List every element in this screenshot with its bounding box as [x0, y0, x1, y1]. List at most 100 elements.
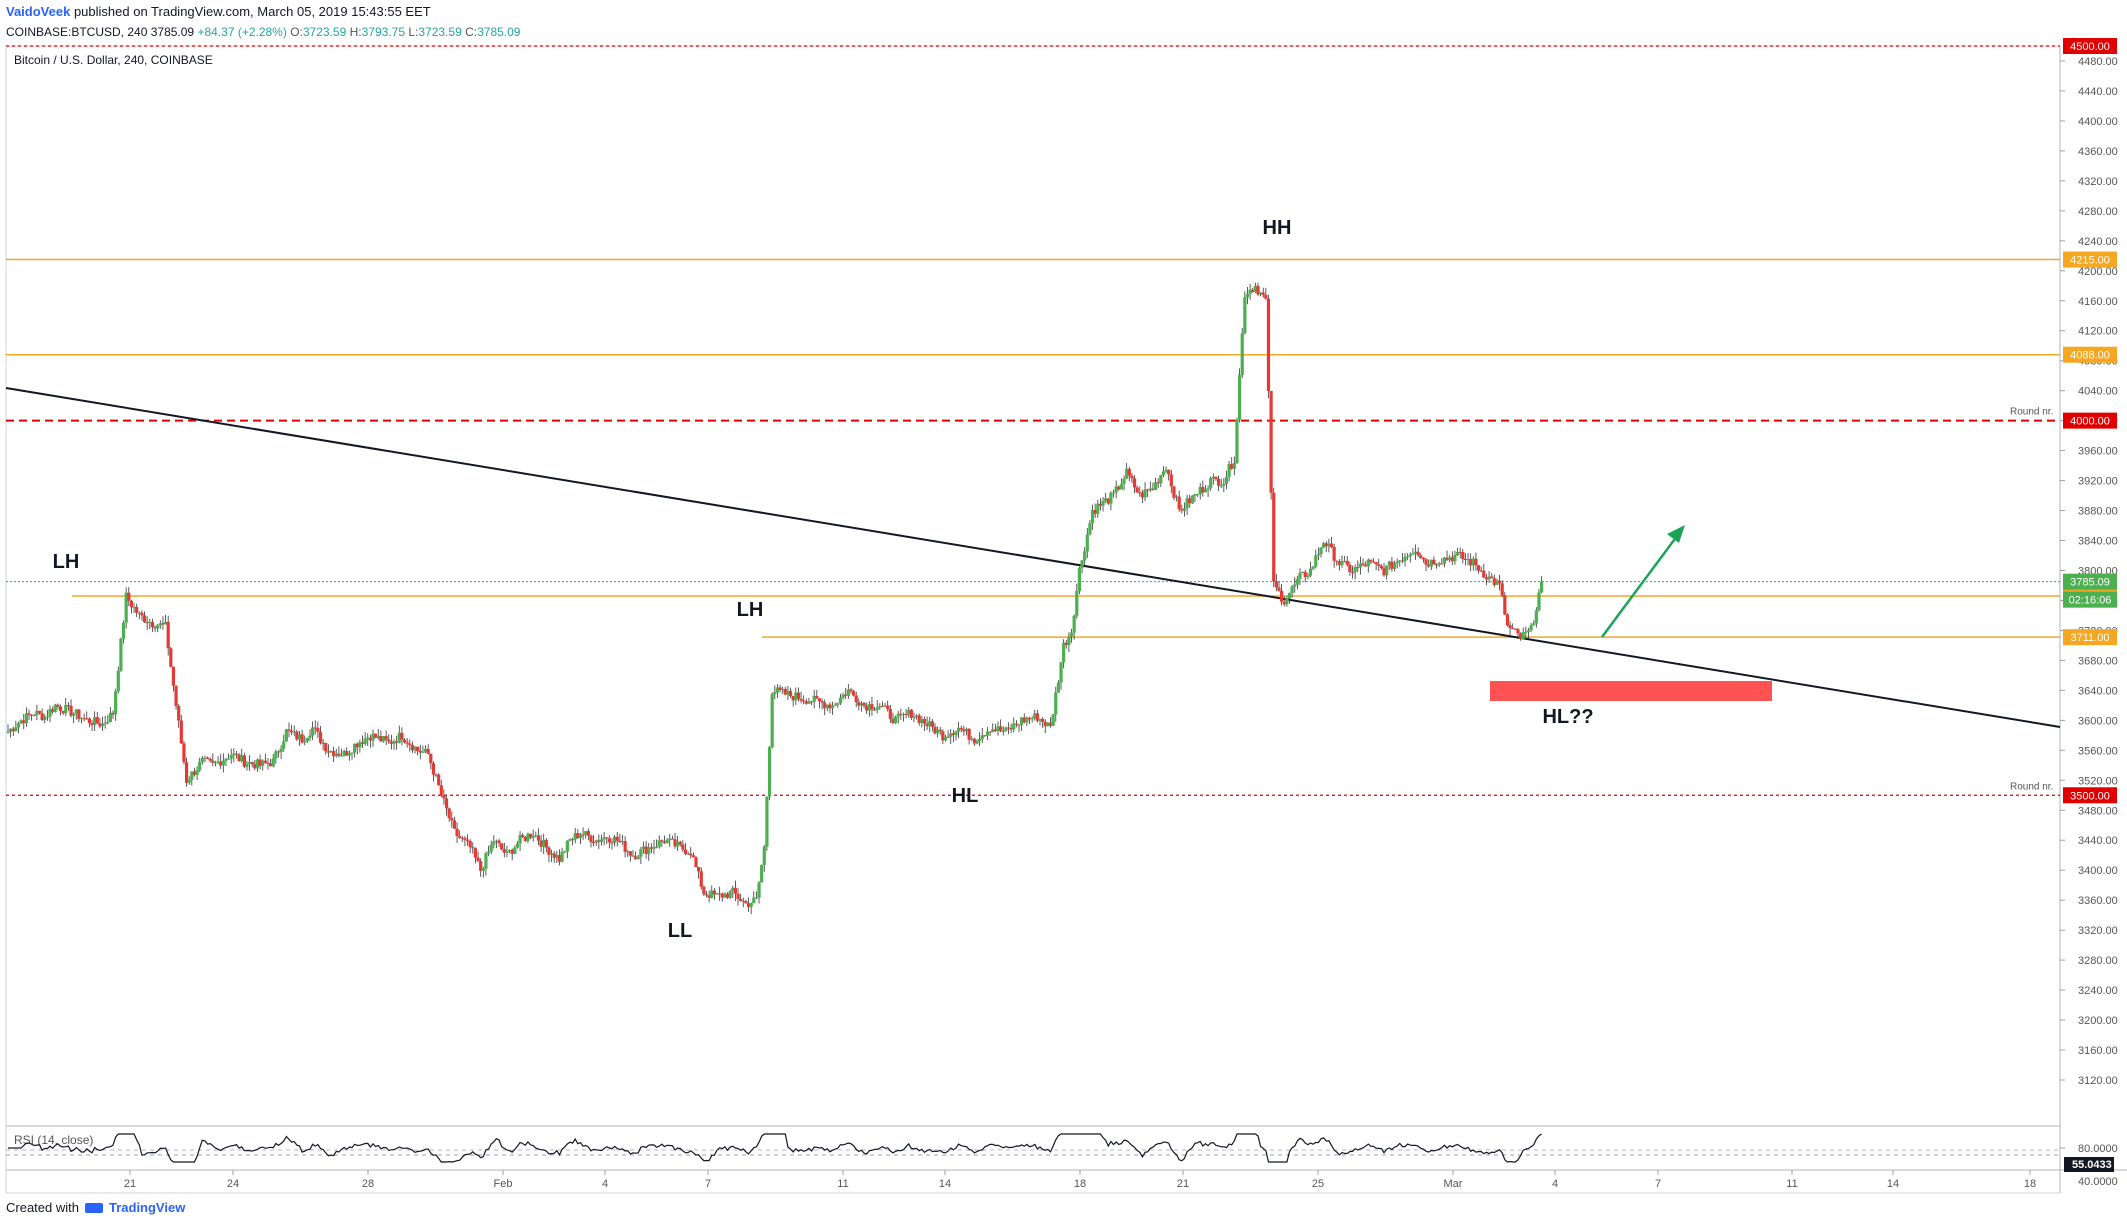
candle-body[interactable] — [1416, 551, 1420, 556]
candle-body[interactable] — [77, 709, 81, 720]
candle-body[interactable] — [261, 760, 265, 766]
candle-body[interactable] — [72, 713, 76, 716]
candle-body[interactable] — [623, 841, 627, 852]
candle-body[interactable] — [224, 758, 228, 761]
candle-body[interactable] — [374, 733, 378, 738]
candle-body[interactable] — [647, 847, 651, 854]
candle-body[interactable] — [1343, 560, 1347, 562]
candle-body[interactable] — [846, 689, 850, 696]
candle-body[interactable] — [358, 742, 362, 748]
candle-body[interactable] — [1093, 510, 1097, 514]
candle-body[interactable] — [316, 728, 320, 732]
candle-body[interactable] — [1193, 494, 1197, 496]
descending-trendline[interactable] — [5, 387, 2061, 728]
candle-body[interactable] — [1224, 477, 1229, 484]
candle-body[interactable] — [371, 733, 375, 741]
candle-body[interactable] — [1209, 477, 1213, 489]
candle-body[interactable] — [936, 729, 940, 734]
candle-body[interactable] — [1119, 484, 1124, 490]
candle-body[interactable] — [1487, 576, 1491, 580]
candle-body[interactable] — [1117, 486, 1121, 490]
candle-body[interactable] — [497, 840, 501, 844]
candle-body[interactable] — [962, 729, 966, 732]
candle-body[interactable] — [820, 701, 824, 703]
candle-body[interactable] — [888, 708, 892, 719]
candle-body[interactable] — [584, 831, 588, 835]
candle-body[interactable] — [1132, 478, 1137, 488]
candle-body[interactable] — [607, 838, 611, 843]
candle-body[interactable] — [489, 844, 493, 852]
candle-body[interactable] — [1266, 298, 1271, 391]
candle-body[interactable] — [670, 838, 674, 840]
candle-body[interactable] — [82, 718, 86, 720]
candle-body[interactable] — [668, 838, 672, 841]
candle-body[interactable] — [773, 692, 777, 695]
candle-body[interactable] — [1006, 727, 1011, 729]
candle-body[interactable] — [872, 709, 877, 711]
candle-body[interactable] — [1445, 557, 1449, 560]
candle-body[interactable] — [190, 771, 194, 780]
candle-body[interactable] — [1455, 551, 1460, 556]
candle-body[interactable] — [444, 798, 449, 809]
candle-body[interactable] — [665, 840, 669, 844]
candle-body[interactable] — [946, 736, 950, 738]
candle-body[interactable] — [219, 761, 223, 766]
candle-body[interactable] — [40, 713, 44, 721]
candle-body[interactable] — [1111, 492, 1116, 494]
candle-body[interactable] — [712, 890, 716, 895]
candle-body[interactable] — [232, 753, 236, 756]
candle-body[interactable] — [1453, 555, 1457, 562]
candle-body[interactable] — [1287, 592, 1292, 599]
candle-body[interactable] — [1277, 587, 1281, 591]
candle-body[interactable] — [326, 751, 330, 753]
candle-body[interactable] — [1495, 580, 1499, 585]
candle-body[interactable] — [1064, 642, 1068, 645]
candle-body[interactable] — [452, 820, 457, 829]
candle-body[interactable] — [1253, 285, 1257, 292]
candle-body[interactable] — [295, 731, 299, 740]
candle-body[interactable] — [339, 755, 344, 757]
candle-body[interactable] — [287, 729, 291, 731]
candle-body[interactable] — [347, 753, 351, 756]
candle-body[interactable] — [851, 691, 856, 696]
candle-body[interactable] — [875, 707, 879, 710]
candle-body[interactable] — [1109, 492, 1113, 504]
candle-body[interactable] — [297, 734, 302, 740]
candle-body[interactable] — [697, 867, 701, 872]
candle-body[interactable] — [909, 709, 913, 718]
candle-body[interactable] — [786, 690, 790, 695]
candle-body[interactable] — [324, 742, 328, 752]
candle-body[interactable] — [1227, 464, 1231, 478]
candle-body[interactable] — [941, 731, 945, 741]
candle-body[interactable] — [1324, 543, 1328, 547]
candle-body[interactable] — [158, 623, 162, 626]
candle-body[interactable] — [392, 741, 396, 744]
candle-body[interactable] — [318, 731, 323, 743]
candle-body[interactable] — [731, 887, 735, 892]
candle-body[interactable] — [1056, 682, 1060, 693]
candle-body[interactable] — [1392, 563, 1397, 569]
candle-body[interactable] — [1314, 555, 1318, 567]
candle-body[interactable] — [1243, 297, 1247, 334]
candle-body[interactable] — [536, 835, 541, 841]
rsi-line[interactable] — [8, 1133, 1542, 1163]
candle-body[interactable] — [79, 718, 84, 720]
candle-body[interactable] — [161, 623, 165, 625]
candle-body[interactable] — [205, 757, 210, 759]
candle-body[interactable] — [1062, 642, 1066, 663]
candle-body[interactable] — [58, 706, 63, 711]
candle-body[interactable] — [985, 731, 990, 736]
candle-body[interactable] — [728, 891, 732, 898]
candle-body[interactable] — [1230, 464, 1234, 469]
candle-body[interactable] — [557, 855, 562, 862]
candle-body[interactable] — [1500, 583, 1504, 596]
candle-body[interactable] — [891, 718, 895, 724]
candle-body[interactable] — [1356, 567, 1360, 569]
candle-body[interactable] — [534, 835, 538, 837]
candle-body[interactable] — [830, 705, 835, 709]
candle-body[interactable] — [35, 710, 39, 716]
candle-body[interactable] — [1419, 555, 1423, 558]
candle-body[interactable] — [274, 751, 278, 759]
candle-body[interactable] — [1203, 489, 1208, 493]
